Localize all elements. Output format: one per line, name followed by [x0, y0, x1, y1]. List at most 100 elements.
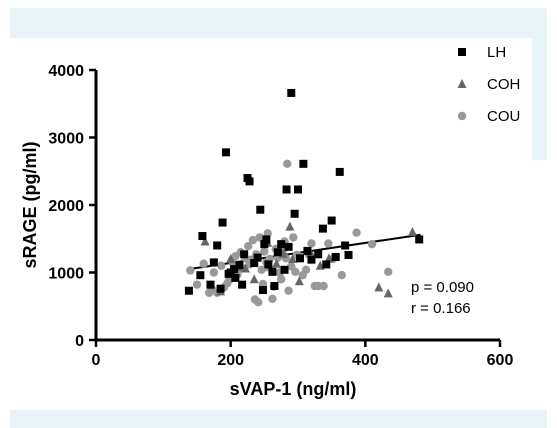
data-point-lh	[264, 260, 273, 269]
data-point-lh	[184, 286, 193, 295]
data-point-lh	[238, 280, 247, 289]
legend-marker-cou	[457, 111, 467, 121]
data-point-coh	[374, 282, 384, 292]
data-point-lh	[268, 267, 277, 276]
data-point-lh	[318, 224, 327, 233]
data-point-lh	[198, 232, 207, 241]
data-point-cou	[319, 281, 328, 291]
legend-label-cou: COU	[487, 108, 520, 125]
data-point-lh	[280, 265, 289, 274]
data-point-coh	[407, 227, 417, 236]
data-point-lh	[287, 88, 296, 97]
data-point-lh	[253, 253, 262, 262]
data-point-lh	[290, 209, 299, 218]
data-point-lh	[307, 255, 316, 264]
axes: 0 1000 2000 3000 4000 0 200 400 600	[48, 63, 513, 369]
data-point-lh	[231, 273, 240, 282]
data-point-coh	[271, 258, 281, 268]
data-point-lh	[250, 259, 259, 268]
data-point-cou	[243, 241, 253, 251]
data-point-cou	[307, 239, 316, 248]
data-point-cou	[268, 294, 277, 304]
data-point-lh	[256, 205, 265, 214]
data-point-lh	[327, 216, 336, 225]
data-point-cou	[283, 159, 292, 169]
bottom-band	[10, 410, 547, 428]
data-point-lh	[206, 280, 215, 289]
data-point-cou	[276, 275, 286, 284]
data-point-lh	[294, 185, 302, 194]
data-point-coh	[294, 276, 304, 286]
data-point-lh	[322, 260, 331, 269]
data-point-cou	[367, 239, 377, 249]
legend: LH COH COU	[457, 44, 520, 125]
x-axis-title: sVAP-1 (ng/ml)	[230, 379, 357, 399]
data-point-lh	[226, 268, 235, 277]
data-point-lh	[303, 246, 312, 255]
r-value-label: r = 0.166	[411, 300, 471, 317]
data-point-cou	[352, 228, 361, 237]
y-tick-label: 4000	[48, 63, 84, 80]
data-point-lh	[196, 271, 205, 280]
data-point-lh	[213, 241, 222, 250]
annotations: p = 0.090 r = 0.166	[411, 279, 474, 317]
data-point-cou	[301, 265, 311, 274]
data-point-lh	[240, 250, 249, 259]
data-point-lh	[344, 250, 353, 259]
data-point-lh	[218, 218, 227, 227]
data-point-cou	[289, 233, 298, 242]
data-point-lh	[216, 284, 225, 293]
data-point-lh	[277, 240, 286, 249]
legend-marker-lh	[458, 48, 466, 56]
p-value-label: p = 0.090	[411, 279, 474, 296]
data-point-cou	[260, 247, 269, 256]
data-point-cou	[199, 259, 208, 268]
data-point-lh	[270, 282, 279, 290]
data-point-cou	[254, 298, 263, 307]
y-tick-label: 1000	[48, 266, 84, 283]
data-point-coh	[324, 253, 334, 263]
data-point-coh	[249, 274, 259, 284]
x-tick-label: 200	[217, 352, 244, 369]
data-point-lh	[235, 261, 244, 270]
data-point-coh	[226, 254, 236, 263]
data-point-cou	[209, 268, 219, 277]
data-point-cou	[217, 261, 226, 270]
data-point-lh	[415, 235, 424, 244]
data-point-lh	[314, 250, 323, 259]
data-point-coh	[240, 263, 250, 273]
data-point-lh	[209, 258, 218, 267]
top-band	[10, 8, 547, 38]
x-tick-label: 600	[487, 352, 514, 369]
y-tick-label: 2000	[48, 198, 84, 215]
data-point-cou	[337, 271, 346, 280]
legend-marker-coh	[457, 79, 467, 88]
x-tick-label: 0	[92, 352, 101, 369]
data-point-cou	[186, 266, 195, 275]
data-point-lh	[284, 242, 293, 251]
data-point-lh	[296, 254, 305, 263]
data-point-cou	[284, 286, 293, 295]
data-point-coh	[383, 288, 393, 298]
data-point-lh	[335, 167, 344, 176]
data-point-lh	[245, 177, 254, 186]
data-point-lh	[273, 248, 282, 257]
y-tick-label: 3000	[48, 131, 84, 148]
data-point-cou	[291, 267, 300, 277]
data-point-lh	[282, 185, 291, 194]
data-point-cou	[248, 235, 258, 245]
data-point-cou	[192, 280, 202, 289]
data-point-coh	[285, 221, 295, 231]
data-point-coh	[288, 254, 298, 263]
data-point-lh	[331, 252, 340, 261]
legend-label-lh: LH	[487, 44, 506, 61]
legend-label-coh: COH	[487, 76, 520, 93]
data-point-lh	[341, 241, 350, 250]
y-tick-label: 0	[75, 333, 84, 350]
data-point-cou	[324, 239, 333, 248]
y-axis-title: sRAGE (pg/ml)	[20, 141, 40, 268]
data-point-lh	[299, 159, 308, 168]
data-point-lh	[221, 148, 230, 157]
data-points	[184, 88, 424, 307]
